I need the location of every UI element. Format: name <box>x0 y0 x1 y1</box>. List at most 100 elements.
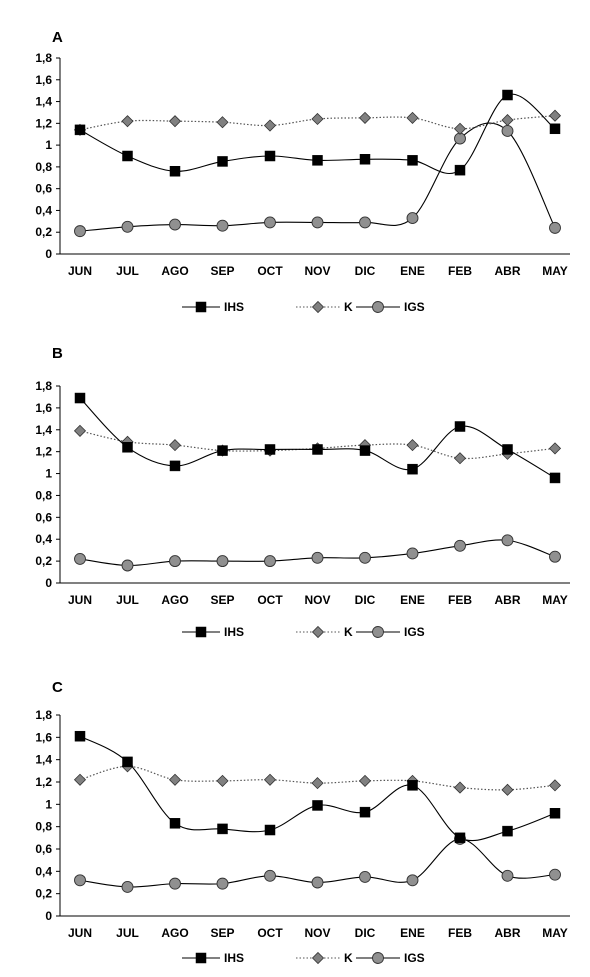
legend: IHS K IGS <box>182 300 425 314</box>
legend-label-ihs: IHS <box>224 951 244 965</box>
y-tick-label: 0,4 <box>35 864 52 878</box>
x-tick-label: SEP <box>210 264 234 278</box>
y-tick-label: 0 <box>45 247 52 261</box>
legend-label-k: K <box>344 951 353 965</box>
data-point-k <box>453 781 467 794</box>
y-tick-label: 1,2 <box>35 445 52 459</box>
data-point-k <box>358 774 372 787</box>
y-tick-label: 0,8 <box>35 820 52 834</box>
data-point-igs <box>501 534 514 547</box>
y-tick-label: 1,8 <box>35 379 52 393</box>
data-point-igs <box>311 551 324 564</box>
y-tick-label: 0,4 <box>35 203 52 217</box>
data-point-k <box>216 116 229 129</box>
x-tick-label: FEB <box>448 926 472 940</box>
data-point-igs <box>169 555 181 568</box>
data-point-ihs <box>217 823 228 835</box>
panel-label: B <box>52 345 63 362</box>
data-point-ihs <box>549 123 561 135</box>
x-tick-label: OCT <box>257 593 283 607</box>
data-point-igs <box>169 877 181 890</box>
y-tick-label: 1,2 <box>35 116 52 130</box>
data-point-ihs <box>312 800 323 811</box>
chart-panel-b: B 0 0,2 0,4 0,6 0,8 1 1,2 1,4 1,6 1,8 JUN JUL AGO SEP O… <box>35 345 570 639</box>
data-point-ihs <box>122 442 133 453</box>
data-point-ihs <box>312 155 323 166</box>
data-point-ihs <box>407 155 418 166</box>
x-tick-label: MAY <box>542 926 568 940</box>
data-point-igs <box>264 869 276 882</box>
data-point-ihs <box>74 730 86 742</box>
x-tick-label: JUL <box>116 264 139 278</box>
data-point-igs <box>311 216 324 229</box>
panel-label: A <box>52 29 63 46</box>
x-tick-label: SEP <box>210 926 234 940</box>
data-point-k <box>548 109 562 122</box>
y-tick-label: 0 <box>45 576 52 590</box>
x-tick-label: FEB <box>448 593 472 607</box>
data-point-ihs <box>549 808 561 819</box>
legend-label-igs: IGS <box>404 300 425 314</box>
data-point-k <box>168 773 182 786</box>
x-tick-label: MAY <box>542 593 568 607</box>
x-tick-label: NOV <box>304 926 330 940</box>
y-tick-label: 1,8 <box>35 51 52 65</box>
data-point-ihs <box>264 824 276 836</box>
data-point-ihs <box>217 156 228 167</box>
data-point-igs <box>549 221 561 234</box>
data-point-k <box>548 779 562 792</box>
data-point-k <box>263 773 277 786</box>
x-tick-label: SEP <box>210 593 234 607</box>
data-point-ihs <box>502 825 513 837</box>
legend: IHS K IGS <box>182 951 425 965</box>
legend-marker-ihs <box>195 301 207 313</box>
data-point-k <box>73 424 87 437</box>
data-point-igs <box>359 870 371 883</box>
data-point-ihs <box>549 472 561 484</box>
data-point-k <box>548 442 562 455</box>
x-tick-label: JUL <box>116 926 139 940</box>
y-tick-label: 1,6 <box>35 401 52 415</box>
data-point-ihs <box>74 392 86 404</box>
legend-label-ihs: IHS <box>224 300 244 314</box>
data-point-igs <box>121 559 134 572</box>
x-tick-label: ABR <box>495 926 521 940</box>
x-tick-label: JUL <box>116 593 139 607</box>
x-tick-label: NOV <box>304 593 330 607</box>
data-point-ihs <box>217 445 228 456</box>
y-tick-label: 1,6 <box>35 730 52 744</box>
data-point-k <box>453 452 467 465</box>
x-tick-label: JUN <box>68 264 92 278</box>
data-point-ihs <box>264 444 276 455</box>
data-point-k <box>406 111 419 124</box>
legend-marker-k <box>311 625 325 639</box>
data-point-igs <box>264 216 276 229</box>
x-tick-label: MAY <box>542 264 568 278</box>
data-point-k <box>216 774 229 787</box>
y-tick-label: 0,6 <box>35 842 52 856</box>
data-point-k <box>311 777 324 790</box>
data-point-igs <box>121 881 134 893</box>
y-tick-label: 1 <box>45 138 52 152</box>
x-tick-label: DIC <box>355 926 376 940</box>
data-point-ihs <box>502 89 513 101</box>
data-point-igs <box>501 125 514 137</box>
x-tick-label: ENE <box>400 926 425 940</box>
series-line-igs <box>79 122 556 232</box>
data-point-igs <box>74 552 86 565</box>
y-tick-label: 0,6 <box>35 182 52 196</box>
data-point-igs <box>216 877 229 890</box>
data-point-ihs <box>407 780 418 791</box>
x-tick-label: JUN <box>68 926 92 940</box>
y-tick-label: 0,2 <box>35 554 52 568</box>
data-point-ihs <box>122 150 133 162</box>
data-point-ihs <box>454 832 466 844</box>
legend-label-ihs: IHS <box>224 625 244 639</box>
y-tick-label: 0,2 <box>35 887 52 901</box>
x-tick-label: OCT <box>257 926 283 940</box>
x-tick-label: NOV <box>304 264 330 278</box>
data-point-k <box>501 114 514 127</box>
data-point-ihs <box>169 165 181 177</box>
data-point-ihs <box>502 444 513 455</box>
